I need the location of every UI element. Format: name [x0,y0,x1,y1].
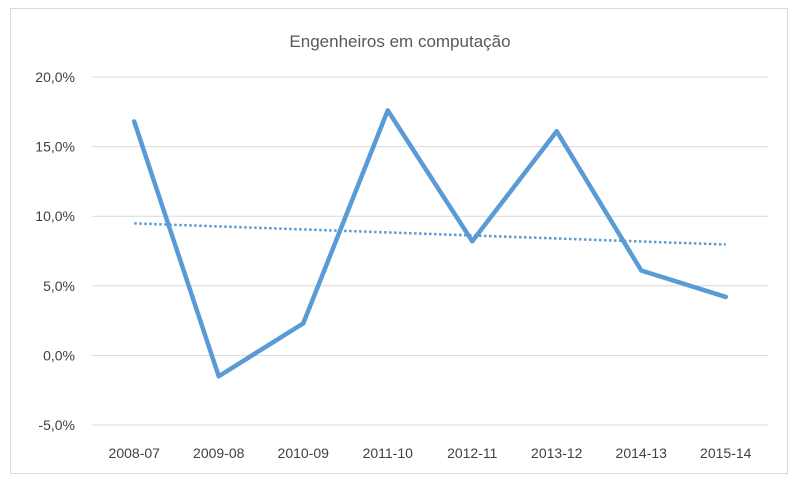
data-point [723,294,728,300]
data-point [216,374,221,379]
chart-title: Engenheiros em computação [289,32,510,51]
x-tick-label: 2012-11 [447,445,498,461]
chart-frame [10,8,788,474]
data-point [132,119,137,124]
data-point [385,108,390,113]
series-line [132,108,728,379]
data-point [470,239,475,244]
x-tick-label: 2013-12 [531,445,583,461]
x-tick-label: 2010-09 [278,445,330,461]
data-point [554,129,559,134]
y-tick-label: 0,0% [43,347,75,363]
trendline [134,222,726,246]
y-tick-label: 5,0% [43,278,75,294]
y-tick-label: 15,0% [35,139,75,155]
x-tick-label: 2008-07 [109,445,161,461]
y-tick-label: 20,0% [35,69,75,85]
x-tick-label: 2011-10 [363,445,414,461]
data-point [639,268,644,273]
x-tick-label: 2014-13 [616,445,668,461]
x-tick-label: 2009-08 [193,445,245,461]
x-tick-label: 2015-14 [700,445,752,461]
y-tick-label: -5,0% [38,417,75,433]
y-tick-label: 10,0% [35,208,75,224]
data-point [301,321,306,326]
